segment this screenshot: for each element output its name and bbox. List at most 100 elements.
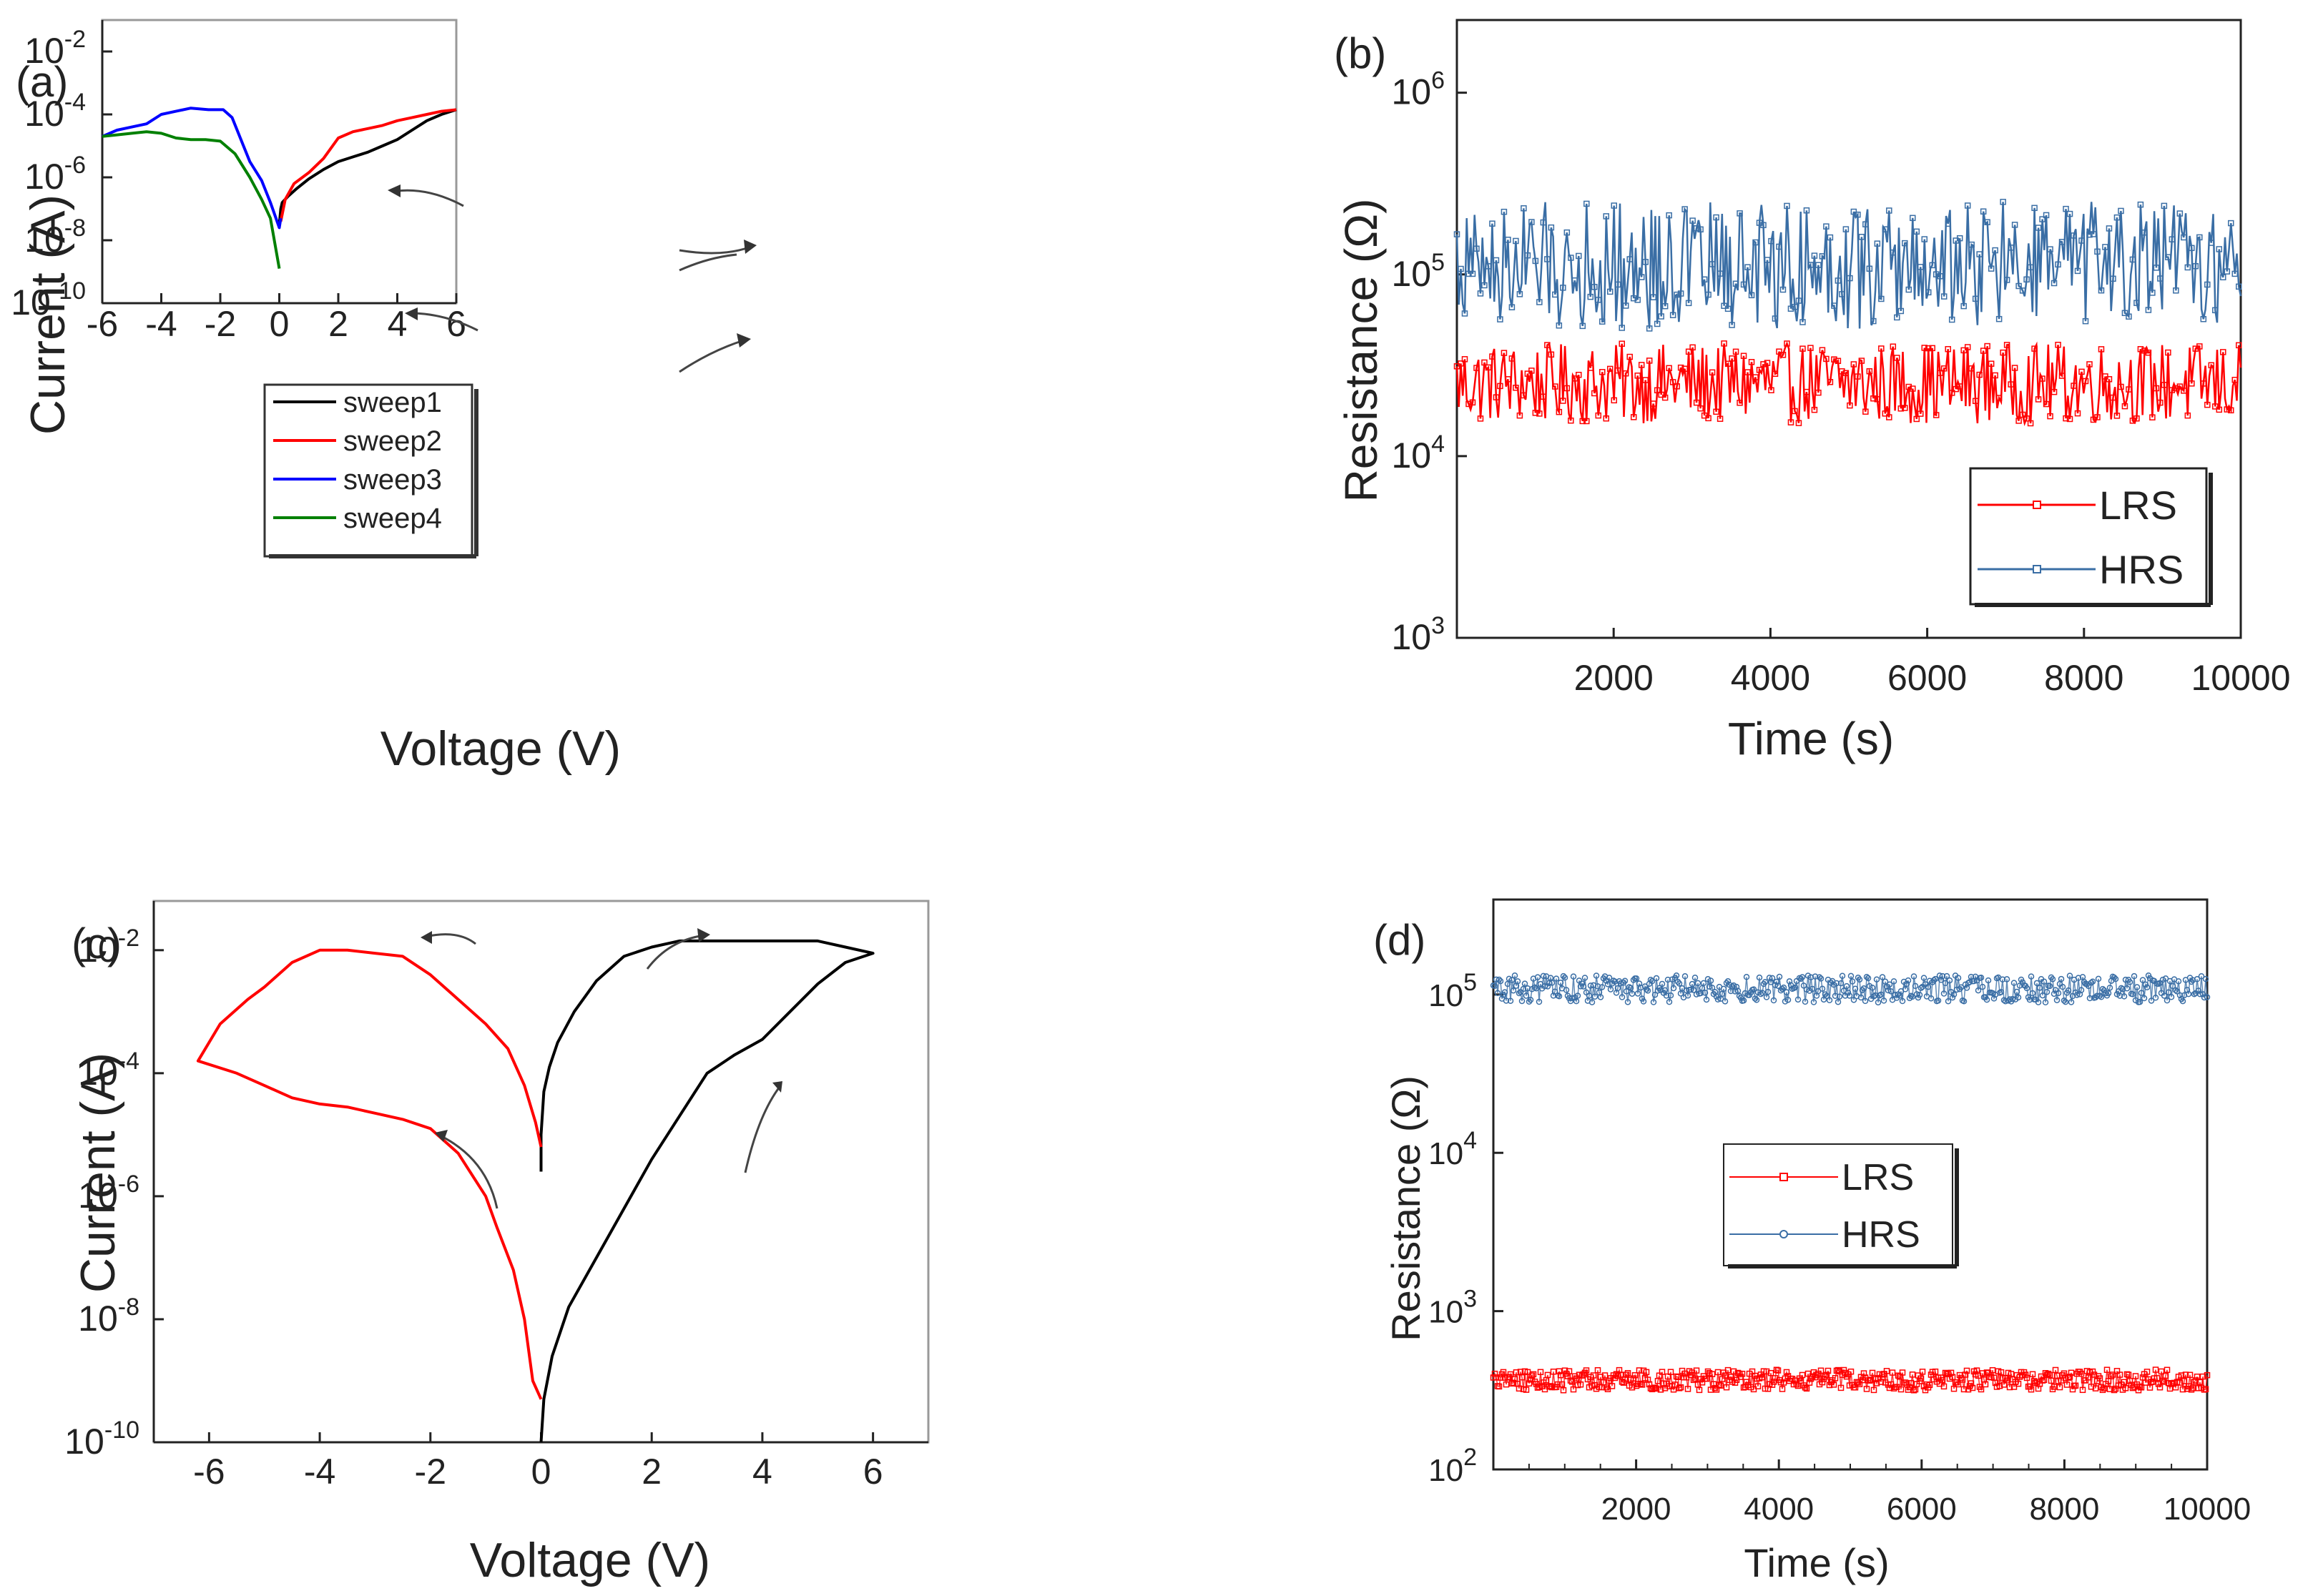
panel-d-marker: [1786, 978, 1793, 985]
panel-b-marker: [1685, 300, 1692, 307]
panel-d-marker: [1978, 975, 1985, 981]
panel-d-marker: [1691, 1375, 1699, 1382]
panel-d-marker: [1547, 1383, 1554, 1389]
panel-b-marker: [1642, 259, 1649, 265]
panel-d-marker: [2133, 984, 2141, 990]
panel-d-marker: [2204, 994, 2211, 1000]
panel-d-marker: [1769, 975, 1776, 982]
panel-b-marker: [2055, 341, 2061, 348]
panel-d-marker: [1879, 974, 1886, 980]
panel-d-marker: [1913, 991, 1920, 998]
panel-b-marker: [1697, 405, 1704, 412]
panel-b-marker: [2043, 400, 2050, 408]
panel-d-marker: [1684, 1386, 1691, 1392]
panel-a-xlabel: Voltage (V): [380, 721, 621, 776]
panel-d-marker: [2136, 999, 2143, 1005]
panel-d-marker: [2131, 972, 2138, 980]
panel-d-x-tick-label: 10000: [2164, 1492, 2251, 1527]
panel-b-marker: [2169, 387, 2176, 393]
panel-b-marker: [1913, 415, 1920, 423]
panel-d-marker: [2079, 1386, 2086, 1394]
panel-b-marker: [1787, 419, 1794, 425]
panel-b-marker: [1748, 359, 1755, 365]
panel-d-marker: [1845, 989, 1852, 996]
panel-d-marker: [1902, 986, 1909, 992]
panel-b-marker: [1646, 325, 1653, 332]
panel-d-marker: [1770, 997, 1777, 1004]
panel-d-marker: [1823, 992, 1830, 1000]
panel-b-marker: [1768, 237, 1774, 245]
panel-b-marker: [1548, 351, 1555, 358]
panel-d-marker: [2002, 1375, 2009, 1382]
panel-d-marker: [1631, 1372, 1639, 1379]
panel-b-marker: [1807, 262, 1814, 268]
panel-d-marker: [1852, 985, 1859, 992]
panel-b-marker: [1740, 281, 1747, 288]
panel-b-marker: [1524, 370, 1531, 377]
panel-b-marker: [1948, 316, 1955, 323]
panel-b-marker: [1622, 370, 1629, 377]
panel-d-marker: [1629, 1384, 1636, 1391]
panel-b-marker: [1524, 252, 1531, 259]
panel-d-plot-area: 2000 4000 6000 8000 10000 102 103 104 105 LRS HRS: [1428, 898, 2251, 1527]
panel-b-marker: [1508, 355, 1516, 362]
panel-d-marker: [1593, 972, 1600, 979]
panel-d-marker: [1563, 987, 1570, 993]
panel-d-marker: [1676, 980, 1683, 987]
panel-b-marker: [1760, 222, 1767, 229]
panel-b-marker: [2216, 406, 2223, 413]
panel-d-marker: [1617, 980, 1624, 987]
panel-b-marker: [1858, 234, 1865, 240]
panel-b-marker: [1713, 408, 1719, 415]
panel-b-marker: [2000, 349, 2006, 356]
panel-b-marker: [1638, 274, 1645, 280]
panel-b-marker: [1505, 376, 1511, 383]
panel-b-marker: [2113, 214, 2121, 221]
panel-b-marker: [1638, 362, 1645, 368]
panel-d-marker: [1850, 997, 1857, 1003]
panel-b-marker: [2173, 385, 2179, 392]
panel-b-marker: [2231, 376, 2239, 383]
panel-d-marker: [1644, 987, 1651, 994]
panel-d-marker: [2068, 1369, 2075, 1376]
panel-b-marker: [1674, 383, 1680, 390]
panel-b-marker: [1744, 369, 1751, 375]
panel-b-marker: [1897, 405, 1905, 412]
panel-b-marker: [2129, 256, 2136, 263]
panel-d-marker: [2154, 1375, 2161, 1381]
panel-b-marker: [1595, 297, 1602, 303]
panel-d-marker: [1740, 997, 1747, 1004]
panel-b-marker: [1937, 273, 1943, 280]
panel-b-marker: [1729, 355, 1735, 362]
panel-b-marker: [1905, 286, 1912, 293]
panel-d-marker: [1497, 977, 1504, 985]
panel-b-marker: [1481, 282, 1488, 289]
panel-b-marker: [2106, 376, 2113, 383]
panel-d-marker: [1520, 985, 1527, 992]
panel-d-marker: [1739, 1370, 1746, 1377]
panel-b-marker: [2228, 220, 2234, 227]
panel-d-marker: [1975, 987, 1982, 994]
panel-d-marker: [2051, 990, 2058, 998]
panel-b-marker: [2043, 212, 2050, 219]
panel-b-marker: [2055, 261, 2061, 268]
panel-d-marker: [1809, 985, 1816, 992]
panel-b-marker: [1661, 302, 1669, 310]
panel-d-marker: [2096, 992, 2103, 999]
panel-b-marker: [1870, 395, 1877, 402]
panel-d-marker: [1570, 1386, 1577, 1393]
panel-b-marker: [1897, 307, 1905, 315]
panel-d-marker: [2046, 1371, 2053, 1379]
panel-b-marker: [2058, 239, 2066, 245]
panel-b-legend-label: HRS: [2099, 547, 2184, 592]
panel-d-marker: [1729, 983, 1736, 990]
panel-d-legend-label: HRS: [1842, 1214, 1920, 1256]
panel-d-marker: [1730, 1368, 1737, 1375]
panel-d-marker: [1594, 1367, 1601, 1374]
panel-d-marker: [1737, 1374, 1744, 1380]
panel-b-marker: [1693, 225, 1700, 232]
panel-d-marker: [1517, 1369, 1524, 1375]
panel-d-marker: [1684, 992, 1691, 999]
panel-d-marker: [1750, 986, 1757, 992]
panel-d-ylabel: Resistance (Ω): [1383, 1075, 1428, 1341]
